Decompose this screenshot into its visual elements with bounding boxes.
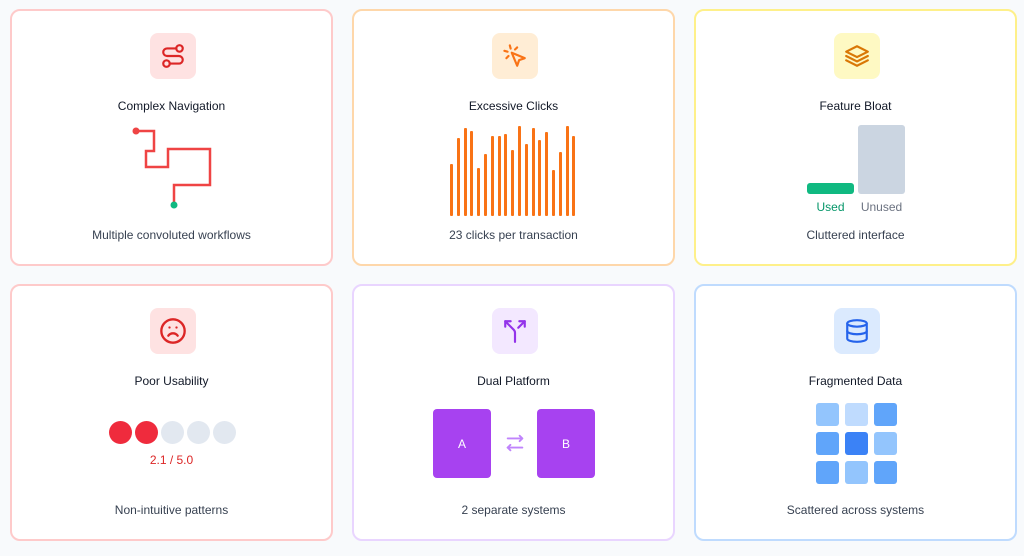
card-title: Poor Usability	[134, 374, 209, 388]
route-icon	[150, 33, 196, 79]
click-bar	[572, 136, 576, 216]
card-title: Dual Platform	[477, 374, 550, 388]
poor-usability-card: Poor Usability 2.1 / 5.0 Non-intuitive p…	[10, 284, 333, 541]
complex-navigation-card: Complex Navigation Multiple convoluted w…	[10, 9, 333, 266]
rating-dots	[109, 421, 244, 445]
data-cell	[845, 403, 868, 426]
rating-dot-empty	[213, 421, 236, 444]
data-cell	[816, 403, 839, 426]
cursor-click-icon	[492, 33, 538, 79]
layers-icon	[834, 33, 880, 79]
rating-dot-empty	[161, 421, 184, 444]
card-caption: 2 separate systems	[461, 503, 566, 517]
navigation-path-diagram	[132, 127, 212, 209]
data-cell	[845, 432, 868, 455]
click-bar	[531, 128, 535, 216]
rating-dot-empty	[187, 421, 210, 444]
card-caption: Multiple convoluted workflows	[92, 228, 251, 242]
rating-text: 2.1 / 5.0	[149, 453, 194, 467]
click-bar	[538, 140, 542, 216]
feature-bloat-card: Feature Bloat Used Unused Cluttered inte…	[694, 9, 1017, 266]
system-b-box: B	[537, 409, 595, 478]
data-grid	[816, 403, 898, 485]
click-bar	[552, 170, 555, 216]
card-title: Feature Bloat	[819, 99, 892, 113]
unused-label: Unused	[860, 200, 903, 214]
data-cell	[874, 403, 897, 426]
data-cell	[816, 432, 839, 455]
card-caption: Cluttered interface	[806, 228, 905, 242]
dual-platform-card: Dual Platform A B 2 separate systems	[352, 284, 675, 541]
excessive-clicks-card: Excessive Clicks 23 clicks per transacti…	[352, 9, 675, 266]
click-bar	[545, 132, 549, 216]
click-bar	[456, 138, 460, 216]
click-bar	[477, 168, 481, 216]
click-bar	[484, 154, 487, 216]
card-title: Excessive Clicks	[468, 99, 559, 113]
data-cell	[874, 432, 897, 455]
split-icon	[492, 308, 538, 354]
card-caption: 23 clicks per transaction	[449, 228, 578, 242]
frown-icon	[150, 308, 196, 354]
used-label: Used	[816, 200, 845, 214]
click-bar	[558, 152, 562, 216]
click-bar	[497, 136, 501, 216]
unused-bar	[858, 125, 905, 194]
click-bar	[450, 164, 453, 216]
rating-dot-filled	[135, 421, 158, 444]
click-bar	[490, 136, 494, 216]
fragmented-data-card: Fragmented Data Scattered across systems	[694, 284, 1017, 541]
click-bar	[565, 126, 569, 216]
used-bar	[807, 183, 854, 194]
click-bar	[524, 144, 528, 216]
system-a-box: A	[433, 409, 491, 478]
card-title: Complex Navigation	[117, 99, 226, 113]
data-cell	[845, 461, 868, 484]
card-caption: Non-intuitive patterns	[114, 503, 229, 517]
database-icon	[834, 308, 880, 354]
click-bar	[504, 134, 508, 216]
click-bar	[511, 150, 515, 216]
rating-dot-filled	[109, 421, 132, 444]
sync-arrows-icon	[506, 434, 524, 452]
click-bar	[518, 126, 521, 216]
data-cell	[816, 461, 839, 484]
click-bars	[450, 124, 580, 216]
click-bar	[470, 131, 474, 216]
data-cell	[874, 461, 897, 484]
click-bar	[463, 128, 467, 216]
card-title: Fragmented Data	[808, 374, 903, 388]
card-caption: Scattered across systems	[786, 503, 925, 517]
